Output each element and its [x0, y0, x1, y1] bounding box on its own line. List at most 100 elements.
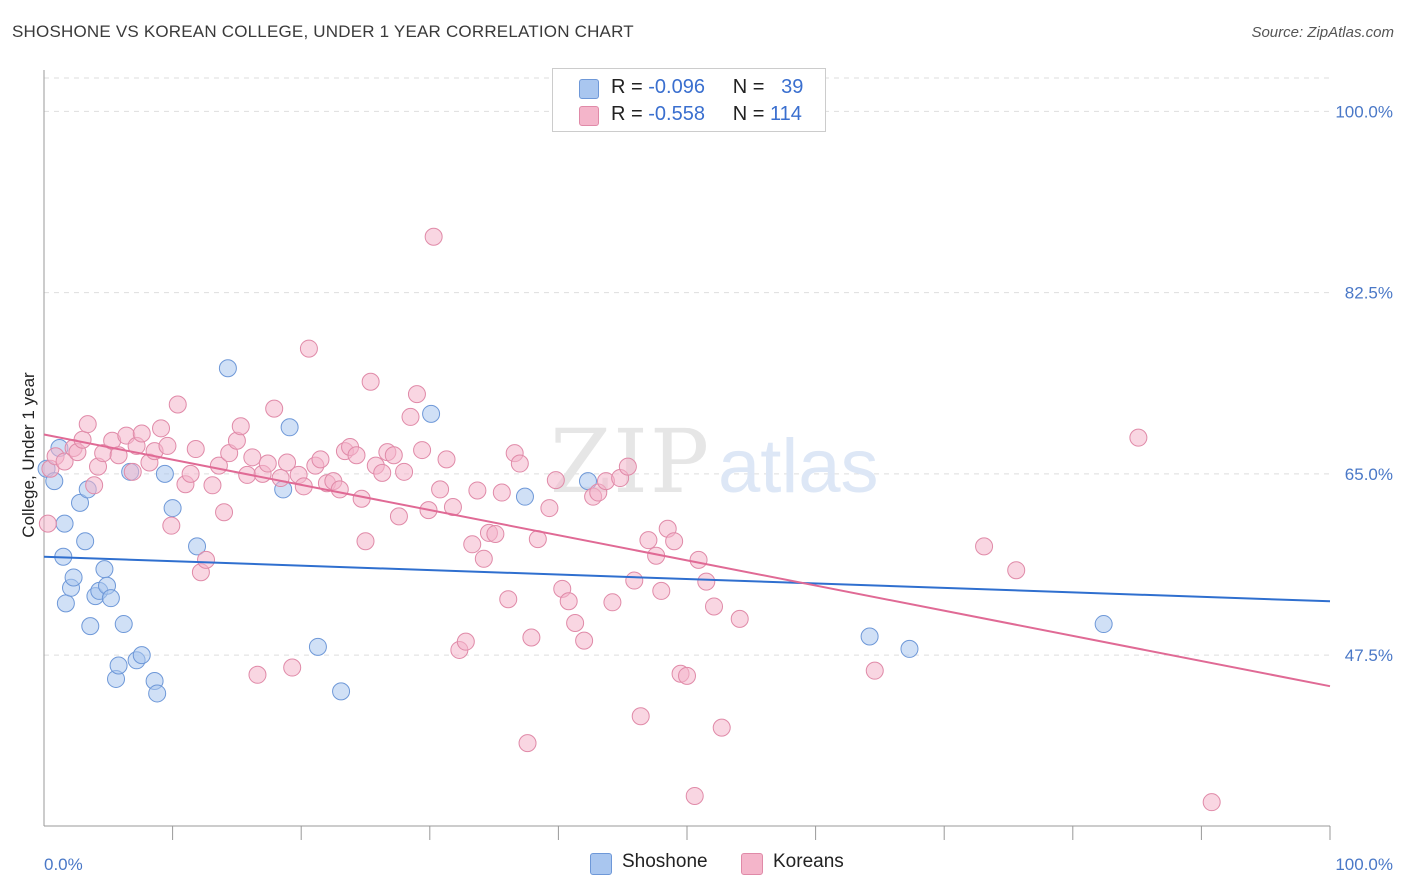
koreans-point: [158, 436, 177, 455]
legend-swatch-shoshone: [579, 79, 599, 99]
shoshone-point: [188, 537, 207, 556]
legend-swatch-koreans: [579, 106, 599, 126]
koreans-point: [123, 462, 142, 481]
koreans-point: [705, 597, 724, 616]
bottom-legend-swatch-shoshone: [590, 853, 612, 875]
gridlines: [44, 77, 1330, 656]
shoshone-point: [114, 615, 133, 634]
shoshone-point: [56, 594, 75, 613]
koreans-point: [510, 454, 529, 473]
koreans-point: [258, 454, 277, 473]
koreans-point: [356, 532, 375, 551]
koreans-point: [197, 550, 216, 569]
koreans-point: [168, 395, 187, 414]
koreans-point: [975, 537, 994, 556]
koreans-point: [1202, 793, 1221, 812]
koreans-point: [186, 440, 205, 459]
koreans-point: [231, 417, 250, 436]
watermark-atlas: atlas: [718, 424, 879, 509]
koreans-point: [559, 592, 578, 611]
koreans-point: [299, 339, 318, 358]
koreans-point: [389, 507, 408, 526]
y-axis-label: College, Under 1 year: [19, 372, 38, 538]
shoshone-point: [515, 487, 534, 506]
shoshone-point: [81, 617, 100, 636]
koreans-point: [566, 614, 585, 633]
bottom-legend-label-shoshone: Shoshone: [622, 851, 708, 872]
koreans-point: [407, 385, 426, 404]
legend-r-label: R =: [611, 103, 643, 125]
trend-lines: [43, 433, 1331, 688]
legend-n-value: 114: [770, 103, 802, 125]
legend-n-label: N =: [732, 103, 765, 125]
koreans-point: [689, 550, 708, 569]
koreans-point: [431, 480, 450, 499]
koreans-point: [625, 571, 644, 590]
shoshone-point: [280, 418, 299, 437]
koreans-point: [248, 665, 267, 684]
koreans-point: [271, 469, 290, 488]
koreans-point: [330, 480, 349, 499]
shoshone-trend-line: [43, 555, 1331, 603]
koreans-point: [546, 471, 565, 490]
koreans-point: [499, 590, 518, 609]
koreans-point: [395, 462, 414, 481]
x-axis-ticks: [172, 826, 1331, 840]
y-tick-label: 100.0%: [1335, 102, 1393, 121]
koreans-point: [575, 631, 594, 650]
koreans-point: [437, 450, 456, 469]
koreans-point: [697, 572, 716, 591]
koreans-point: [486, 524, 505, 543]
koreans-point: [347, 446, 366, 465]
koreans-point: [109, 446, 128, 465]
legend-n-value: 39: [781, 76, 804, 98]
koreans-point: [384, 446, 403, 465]
y-tick-label: 82.5%: [1345, 284, 1393, 303]
legend-r-value: -0.558: [648, 103, 705, 125]
koreans-point: [639, 531, 658, 550]
koreans-point: [730, 609, 749, 628]
koreans-point: [38, 514, 57, 533]
koreans-point: [243, 448, 262, 467]
koreans-point: [361, 372, 380, 391]
shoshone-point: [1094, 615, 1113, 634]
bottom-legend-label-koreans: Koreans: [773, 851, 844, 872]
koreans-point: [1007, 561, 1026, 580]
koreans-point: [678, 666, 696, 685]
y-tick-label: 47.5%: [1345, 646, 1393, 665]
koreans-point: [474, 549, 493, 568]
legend-r-value: -0.096: [648, 76, 705, 98]
shoshone-point: [332, 682, 351, 701]
shoshone-point: [308, 637, 327, 656]
bottom-legend-swatch-koreans: [741, 853, 763, 875]
koreans-point: [685, 786, 704, 805]
y-axis-tick-labels: 47.5% 65.0% 82.5% 100.0%: [1335, 102, 1393, 665]
koreans-point: [413, 441, 432, 460]
koreans-point: [401, 407, 420, 426]
koreans-point: [492, 483, 511, 502]
shoshone-point: [155, 464, 174, 483]
shoshone-point: [64, 568, 83, 587]
koreans-point: [712, 718, 731, 737]
koreans-point: [181, 464, 200, 483]
shoshone-point: [422, 404, 441, 423]
koreans-point: [78, 415, 97, 434]
koreans-point: [73, 430, 92, 449]
koreans-point: [203, 476, 222, 495]
koreans-point: [518, 734, 537, 753]
shoshone-points: [37, 359, 1113, 703]
koreans-point: [283, 658, 302, 677]
chart-title: SHOSHONE VS KOREAN COLLEGE, UNDER 1 YEAR…: [12, 22, 634, 41]
shoshone-point: [109, 656, 128, 675]
koreans-point: [865, 661, 884, 680]
x-tick-label-min: 0.0%: [44, 855, 83, 874]
koreans-trend-line: [43, 433, 1331, 688]
shoshone-point: [148, 684, 167, 703]
koreans-point: [278, 453, 297, 472]
koreans-point: [540, 499, 559, 518]
y-tick-label: 65.0%: [1345, 465, 1393, 484]
koreans-point: [618, 457, 637, 476]
koreans-point: [55, 452, 74, 471]
chart-source: Source: ZipAtlas.com: [1251, 24, 1394, 41]
